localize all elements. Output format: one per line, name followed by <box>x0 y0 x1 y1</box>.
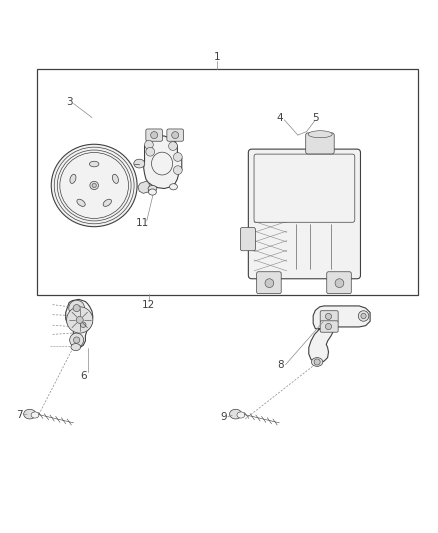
FancyBboxPatch shape <box>146 129 162 141</box>
Ellipse shape <box>90 181 99 190</box>
Ellipse shape <box>134 159 145 168</box>
Text: 9: 9 <box>220 411 227 422</box>
Text: 12: 12 <box>142 300 155 310</box>
Circle shape <box>314 359 320 365</box>
Bar <box>37 69 418 295</box>
Ellipse shape <box>103 199 111 206</box>
Ellipse shape <box>77 199 85 206</box>
Circle shape <box>325 324 332 329</box>
Circle shape <box>67 307 93 333</box>
Ellipse shape <box>237 412 245 418</box>
Circle shape <box>265 279 274 287</box>
Polygon shape <box>138 181 150 193</box>
Circle shape <box>146 147 155 156</box>
Polygon shape <box>66 300 93 348</box>
Circle shape <box>77 319 89 331</box>
Text: 6: 6 <box>80 371 87 381</box>
FancyBboxPatch shape <box>320 311 338 322</box>
Ellipse shape <box>92 183 96 188</box>
Ellipse shape <box>113 174 118 183</box>
Circle shape <box>81 322 86 327</box>
Circle shape <box>361 313 366 319</box>
Polygon shape <box>144 136 182 189</box>
FancyBboxPatch shape <box>257 272 281 294</box>
Circle shape <box>69 300 85 316</box>
Polygon shape <box>309 306 370 363</box>
Ellipse shape <box>71 344 81 351</box>
FancyBboxPatch shape <box>320 321 338 332</box>
Circle shape <box>358 311 369 321</box>
Circle shape <box>70 333 84 347</box>
FancyBboxPatch shape <box>240 228 255 251</box>
Ellipse shape <box>24 409 36 419</box>
Ellipse shape <box>70 174 76 183</box>
Circle shape <box>151 132 158 139</box>
Ellipse shape <box>89 161 99 167</box>
FancyBboxPatch shape <box>327 272 351 294</box>
Ellipse shape <box>230 409 242 419</box>
FancyBboxPatch shape <box>248 149 360 279</box>
Text: 7: 7 <box>16 409 23 419</box>
Circle shape <box>145 140 153 149</box>
Text: 5: 5 <box>312 112 319 123</box>
Ellipse shape <box>51 144 137 227</box>
Circle shape <box>172 132 179 139</box>
Ellipse shape <box>148 189 156 195</box>
Text: 4: 4 <box>276 112 283 123</box>
Circle shape <box>173 152 182 161</box>
Text: 3: 3 <box>66 97 73 107</box>
Text: 8: 8 <box>277 360 284 370</box>
FancyBboxPatch shape <box>254 154 355 222</box>
Ellipse shape <box>311 358 323 366</box>
Circle shape <box>173 166 182 174</box>
Circle shape <box>73 304 80 312</box>
Ellipse shape <box>170 184 177 190</box>
Circle shape <box>335 279 344 287</box>
Ellipse shape <box>31 412 39 418</box>
Circle shape <box>325 313 332 319</box>
FancyBboxPatch shape <box>167 129 184 141</box>
Circle shape <box>76 317 83 324</box>
FancyBboxPatch shape <box>306 133 334 154</box>
Ellipse shape <box>308 131 332 138</box>
Circle shape <box>169 142 177 150</box>
Circle shape <box>74 337 80 343</box>
Text: 1: 1 <box>213 52 220 62</box>
Ellipse shape <box>148 185 157 191</box>
Text: 11: 11 <box>136 217 149 228</box>
